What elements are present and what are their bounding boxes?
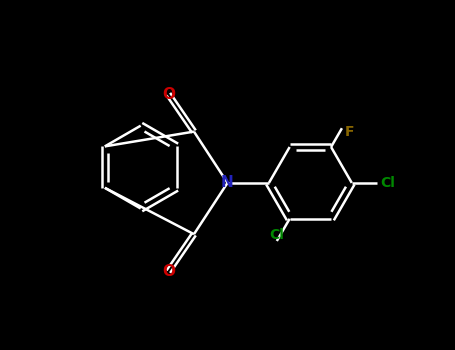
Text: F: F	[345, 125, 354, 139]
Text: Cl: Cl	[380, 176, 395, 190]
Text: Cl: Cl	[269, 228, 284, 242]
Text: O: O	[162, 86, 175, 102]
Text: O: O	[162, 264, 175, 279]
Text: N: N	[221, 175, 234, 190]
